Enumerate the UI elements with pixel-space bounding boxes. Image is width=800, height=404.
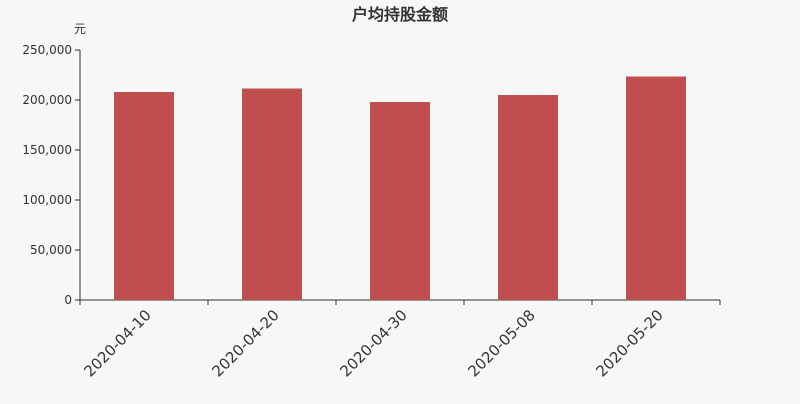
x-tick-label: 2020-04-10 — [80, 306, 154, 380]
y-tick-label: 100,000 — [22, 193, 72, 207]
y-axis-unit: 元 — [74, 22, 86, 36]
x-tick-label: 2020-05-20 — [592, 306, 666, 380]
y-tick-label: 150,000 — [22, 143, 72, 157]
y-tick-label: 200,000 — [22, 93, 72, 107]
y-tick-label: 0 — [64, 293, 72, 307]
bar — [114, 92, 174, 300]
y-tick-label: 50,000 — [30, 243, 72, 257]
bar — [626, 76, 686, 300]
bar — [498, 95, 558, 300]
bar — [370, 102, 430, 300]
bar — [242, 88, 302, 300]
x-tick-label: 2020-04-20 — [208, 306, 282, 380]
x-tick-label: 2020-05-08 — [464, 306, 538, 380]
chart-title: 户均持股金额 — [352, 5, 448, 24]
y-tick-label: 250,000 — [22, 43, 72, 57]
x-tick-label: 2020-04-30 — [336, 306, 410, 380]
